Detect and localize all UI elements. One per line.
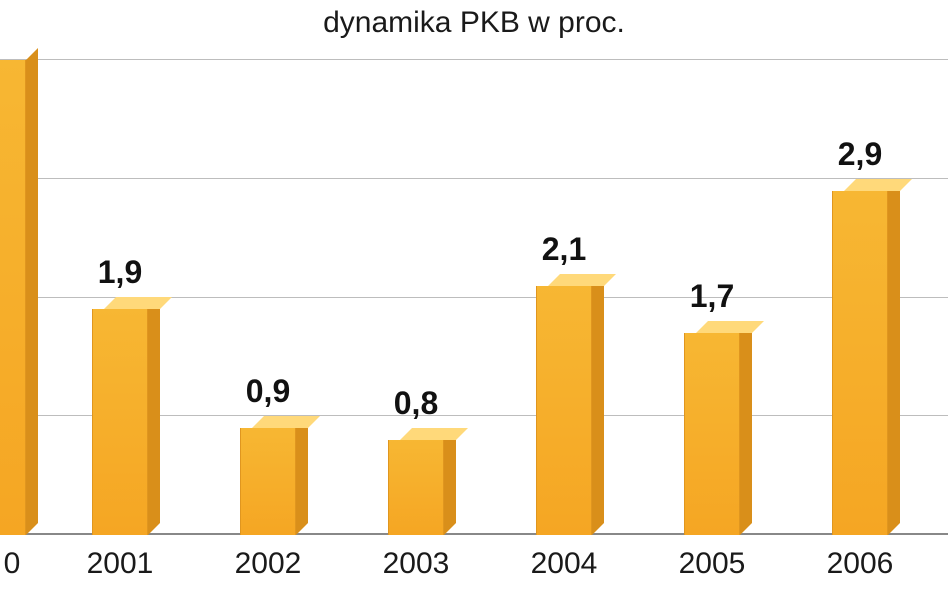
bar xyxy=(536,286,592,535)
bar-side-face xyxy=(740,321,752,535)
bar-top-face xyxy=(104,297,172,309)
bar-top-face xyxy=(252,416,320,428)
bar xyxy=(684,333,740,535)
bar-front-face xyxy=(240,428,296,535)
bar-value-label: 0,8 xyxy=(356,385,476,422)
bar-top-face xyxy=(548,274,616,286)
bar-top-face xyxy=(844,179,912,191)
bar-top-face xyxy=(696,321,764,333)
bar-value-label: 2,1 xyxy=(504,231,624,268)
gridline xyxy=(0,178,948,179)
bar xyxy=(832,191,888,535)
bar-side-face xyxy=(444,428,456,535)
bar-top-face xyxy=(400,428,468,440)
bar xyxy=(240,428,296,535)
x-axis-label: 2003 xyxy=(356,547,476,581)
bar-partial-left xyxy=(0,60,26,535)
bar-side-face xyxy=(592,274,604,535)
bar-value-label: 1,7 xyxy=(652,278,772,315)
chart-title: dynamika PKB w proc. xyxy=(0,6,948,40)
bar xyxy=(388,440,444,535)
bar xyxy=(92,309,148,535)
gridline xyxy=(0,59,948,60)
x-axis-label: 2004 xyxy=(504,547,624,581)
bar-front-face xyxy=(684,333,740,535)
bar-front-face xyxy=(388,440,444,535)
bar-value-label: 0,9 xyxy=(208,373,328,410)
bar-side-face xyxy=(296,416,308,535)
x-axis-label: 2001 xyxy=(60,547,180,581)
gdp-bar-chart: dynamika PKB w proc. 01,920010,920020,82… xyxy=(0,0,948,593)
bar-side-face xyxy=(148,297,160,535)
x-axis-label: 2002 xyxy=(208,547,328,581)
bar-front-face xyxy=(832,191,888,535)
bar-front-face xyxy=(92,309,148,535)
bar-side-face xyxy=(888,179,900,535)
x-axis-label: 2005 xyxy=(652,547,772,581)
bar-front-face xyxy=(536,286,592,535)
x-axis-label: 2006 xyxy=(800,547,920,581)
plot-area xyxy=(0,60,948,535)
bar-value-label: 2,9 xyxy=(800,136,920,173)
bar-value-label: 1,9 xyxy=(60,254,180,291)
